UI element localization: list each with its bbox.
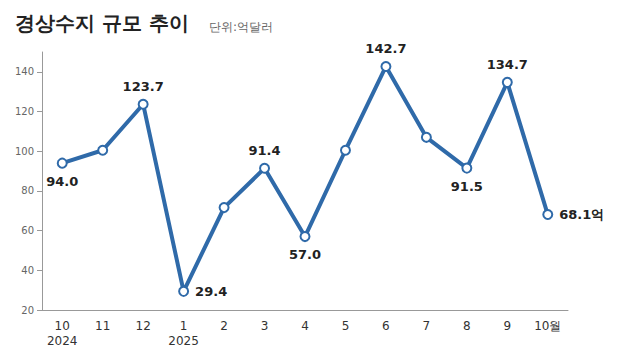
svg-text:134.7: 134.7 [487,57,528,72]
svg-text:6: 6 [382,319,390,333]
svg-text:2025: 2025 [168,334,199,348]
svg-text:123.7: 123.7 [123,79,164,94]
svg-text:91.5: 91.5 [451,179,483,194]
svg-text:3: 3 [261,319,269,333]
svg-text:100: 100 [15,146,34,157]
svg-text:57.0: 57.0 [289,247,321,262]
svg-text:경상수지 규모 추이: 경상수지 규모 추이 [15,11,189,35]
svg-text:60: 60 [21,225,34,236]
svg-text:2: 2 [220,319,228,333]
svg-text:10: 10 [55,319,70,333]
svg-text:20: 20 [21,305,34,316]
svg-text:9: 9 [503,319,511,333]
svg-text:120: 120 [15,106,34,117]
svg-text:94.0: 94.0 [46,174,78,189]
svg-text:5: 5 [342,319,350,333]
svg-text:4: 4 [301,319,309,333]
svg-text:1: 1 [180,319,188,333]
svg-text:2024: 2024 [47,334,78,348]
svg-text:11: 11 [95,319,110,333]
svg-text:7: 7 [423,319,431,333]
svg-text:단위:억달러: 단위:억달러 [209,20,273,34]
svg-text:142.7: 142.7 [365,41,406,56]
svg-text:12: 12 [136,319,151,333]
svg-text:8: 8 [463,319,471,333]
svg-text:10월: 10월 [534,319,561,333]
svg-text:68.1억: 68.1억 [559,207,604,222]
svg-text:140: 140 [15,66,34,77]
svg-text:40: 40 [21,265,34,276]
svg-text:91.4: 91.4 [248,143,280,158]
svg-text:80: 80 [21,185,34,196]
svg-text:29.4: 29.4 [195,284,227,299]
